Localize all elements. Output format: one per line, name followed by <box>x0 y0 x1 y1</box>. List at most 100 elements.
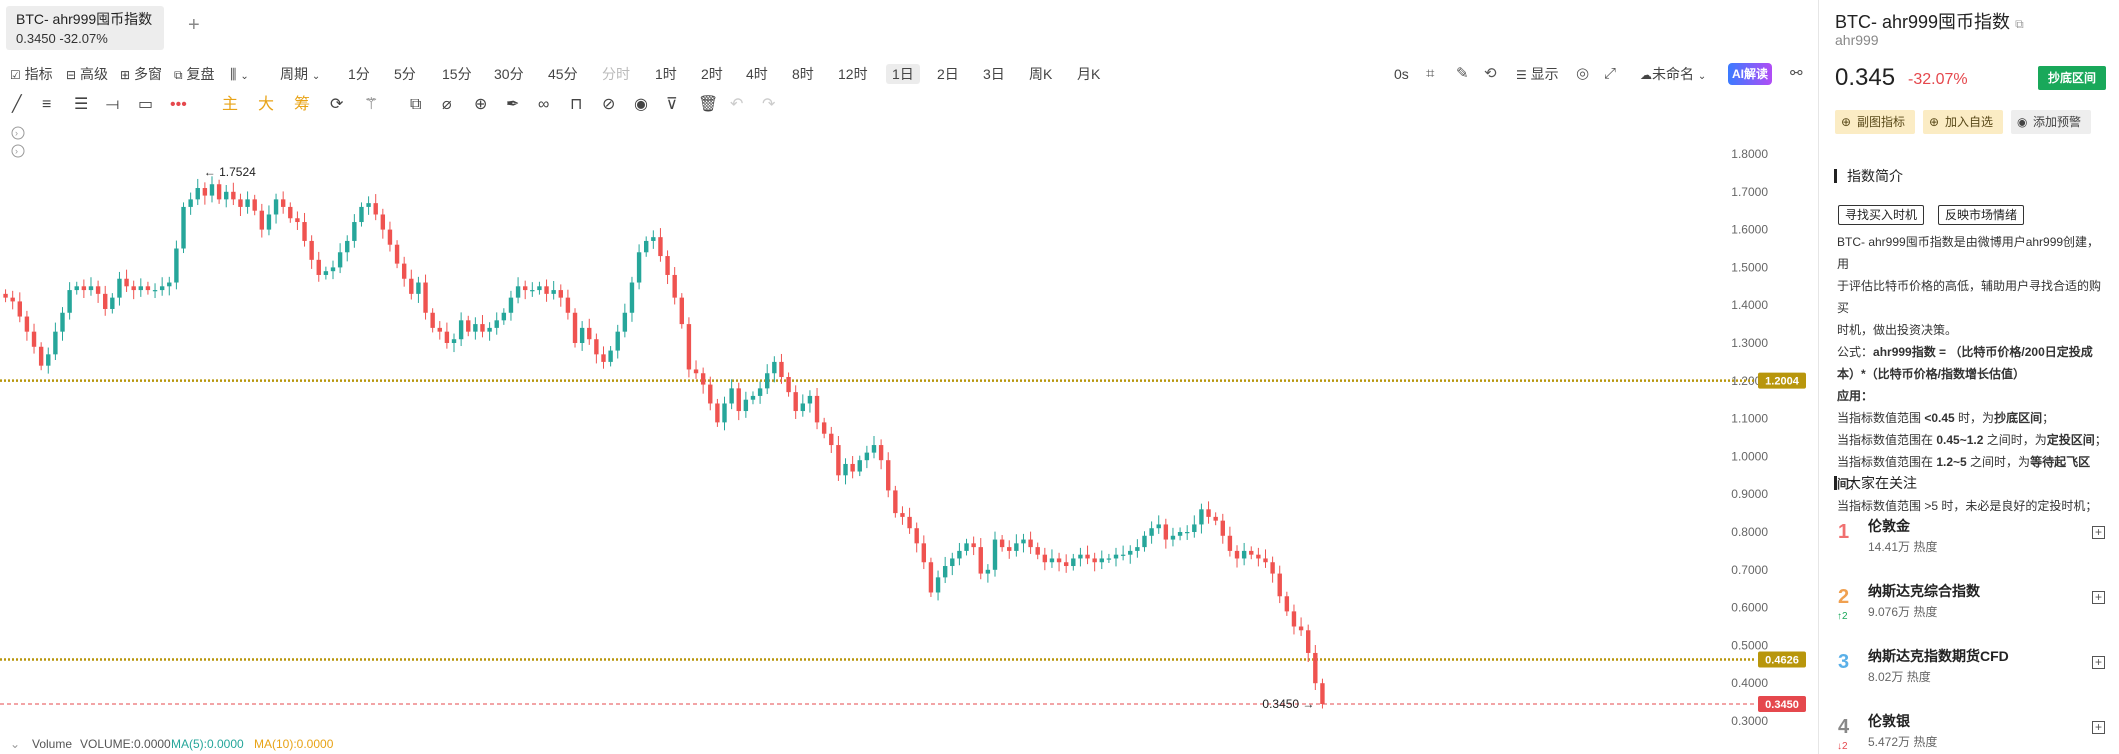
period-12[interactable]: 2日 <box>937 66 959 82</box>
panel-divider <box>1818 0 1819 754</box>
ai-interpret-button[interactable]: AI解读 <box>1728 63 1772 85</box>
fullscreen-icon[interactable]: ⤢ <box>1604 65 1617 82</box>
candle-body <box>829 433 834 446</box>
candle-body <box>700 373 706 385</box>
pen-icon[interactable]: ✎ <box>1456 65 1469 82</box>
period-11[interactable]: 1日 <box>886 64 920 84</box>
period-7[interactable]: 2时 <box>701 66 723 82</box>
magnet-icon[interactable]: ⟳ <box>330 96 344 113</box>
expand-icon[interactable] <box>11 144 25 158</box>
period-button[interactable]: 周期 ⌄ <box>280 64 320 87</box>
period-5[interactable]: 分时 <box>602 66 630 82</box>
add-watch-icon[interactable]: + <box>2092 721 2105 734</box>
volume-prefix: Volume <box>32 737 73 751</box>
candle-body <box>1021 539 1026 544</box>
period-8[interactable]: 4时 <box>746 66 768 82</box>
advanced-label: 高级 <box>79 66 108 82</box>
brush-icon[interactable]: ⚚ <box>364 96 379 113</box>
magic-pen-icon[interactable]: ✒ <box>506 96 520 113</box>
indicators-button[interactable]: ☑ 指标 <box>10 64 53 85</box>
period-0[interactable]: 1分 <box>348 66 370 82</box>
replay-button[interactable]: ⧉ 复盘 <box>174 64 214 85</box>
period-2[interactable]: 15分 <box>442 66 472 82</box>
add-watch-icon[interactable]: + <box>2092 656 2105 669</box>
hide-icon[interactable]: ⊘ <box>602 96 616 113</box>
parallel-lines-icon[interactable]: ☰ <box>74 96 89 113</box>
horizontal-lines-icon[interactable]: ≡ <box>42 96 52 113</box>
watch-item-name[interactable]: 纳斯达克综合指数 <box>1868 583 1980 599</box>
lock-icon[interactable]: ⊓ <box>570 96 583 113</box>
horizontal-lines: 1.2004 0.4626 0.3450 <box>0 372 1806 712</box>
period-13[interactable]: 3日 <box>983 66 1005 82</box>
display-label: 显示 <box>1530 66 1559 82</box>
copy-icon[interactable]: ⧉ <box>410 96 422 113</box>
rectangle-icon[interactable]: ▭ <box>138 96 154 113</box>
collapse-icon[interactable]: ⌄ <box>10 737 21 751</box>
period-10[interactable]: 12时 <box>838 66 868 82</box>
filter-icon[interactable]: ⊽ <box>666 96 678 113</box>
add-watch-icon[interactable]: + <box>2092 591 2105 604</box>
grid-icon: ⊞ <box>120 68 131 82</box>
chip-tool[interactable]: 筹 <box>294 96 311 113</box>
price-line-label: 1.2004 <box>1765 376 1800 388</box>
share-icon[interactable]: ⚯ <box>1790 65 1803 82</box>
expand-icon[interactable] <box>11 126 25 140</box>
candle-body <box>644 240 649 253</box>
undo-icon[interactable]: ↶ <box>730 96 744 113</box>
display-button[interactable]: ☰ 显示 <box>1516 64 1559 85</box>
period-14[interactable]: 周K <box>1029 66 1053 82</box>
ruler-icon[interactable]: ⌀ <box>442 96 452 113</box>
multi-window-button[interactable]: ⊞ 多窗 <box>120 64 162 85</box>
period-1[interactable]: 5分 <box>394 66 416 82</box>
period-6[interactable]: 1时 <box>655 66 677 82</box>
chevron-down-icon: ⌄ <box>240 71 249 82</box>
period-4[interactable]: 45分 <box>548 66 578 82</box>
horizontal-ray-icon[interactable]: ⟞ <box>106 96 120 113</box>
copy-icon[interactable]: ⧉ <box>2015 17 2024 31</box>
watch-item-name[interactable]: 纳斯达克指数期货CFD <box>1868 648 2009 664</box>
usage-line: 当指标数值范围 >5 时，未必是良好的定投时机； <box>1837 495 2107 517</box>
candle-body <box>238 199 243 207</box>
watch-item-name[interactable]: 伦敦银 <box>1868 713 1910 729</box>
candle-body <box>821 422 827 434</box>
watch-item-heat: 14.41万 热度 <box>1868 540 1938 554</box>
zoom-in-icon[interactable]: ⊕ <box>474 96 488 113</box>
candle-body <box>508 297 514 313</box>
trendline-icon[interactable]: ╱ <box>12 96 22 113</box>
candle-body <box>81 286 87 291</box>
candle-body <box>288 206 293 219</box>
sub-indicator-button[interactable]: ⊕ 副图指标 <box>1835 110 1915 134</box>
usage-mid: 之间时，为 <box>1966 455 2031 469</box>
target-icon[interactable]: ◎ <box>1576 65 1590 82</box>
share-window-icon[interactable]: ⟲ <box>1484 65 1497 82</box>
period-3[interactable]: 30分 <box>494 66 524 82</box>
advanced-button[interactable]: ⊟ 高级 <box>66 64 108 85</box>
candle-body <box>686 324 692 370</box>
eye-icon[interactable]: ◉ <box>634 96 648 113</box>
desc-line: 于评估比特币价格的高低，辅助用户寻找合适的购买 <box>1837 279 2102 315</box>
add-alert-button[interactable]: ◉ 添加预警 <box>2011 110 2091 134</box>
layout-button[interactable]: ☁未命名 ⌄ <box>1640 64 1706 87</box>
usage-list: 当指标数值范围 <0.45 时，为抄底区间； 当指标数值范围在 0.45~1.2 … <box>1837 407 2107 517</box>
link-icon[interactable]: ∞ <box>538 96 550 113</box>
period-15[interactable]: 月K <box>1077 66 1101 82</box>
camera-icon[interactable]: ⌗ <box>1426 65 1435 82</box>
trash-icon[interactable]: 🗑 <box>698 96 719 113</box>
chart-type-button[interactable]: ⫼ ⌄ <box>230 64 249 87</box>
period-9[interactable]: 8时 <box>792 66 814 82</box>
redo-icon[interactable]: ↷ <box>762 96 776 113</box>
tab-btc-ahr999[interactable]: BTC- ahr999囤币指数 0.3450 -32.07% <box>6 6 164 50</box>
more-tools-icon[interactable]: ••• <box>170 96 187 113</box>
watch-item-name[interactable]: 伦敦金 <box>1868 518 1910 534</box>
candlestick-chart[interactable]: 1.8000 1.7000 1.6000 1.5000 1.4000 1.3000 1.20… <box>0 120 1818 734</box>
candle-body <box>1220 520 1225 536</box>
add-tab-icon[interactable]: + <box>188 14 200 36</box>
candle-body <box>152 290 158 292</box>
add-watchlist-button[interactable]: ⊕ 加入自选 <box>1923 110 2003 134</box>
main-chart-tool[interactable]: 主 <box>222 96 239 113</box>
candle-body <box>480 324 485 332</box>
candle-body <box>330 267 336 272</box>
big-order-tool[interactable]: 大 <box>258 96 275 113</box>
add-watch-icon[interactable]: + <box>2092 526 2105 539</box>
tag-buy-timing: 寻找买入时机 <box>1838 205 1925 225</box>
